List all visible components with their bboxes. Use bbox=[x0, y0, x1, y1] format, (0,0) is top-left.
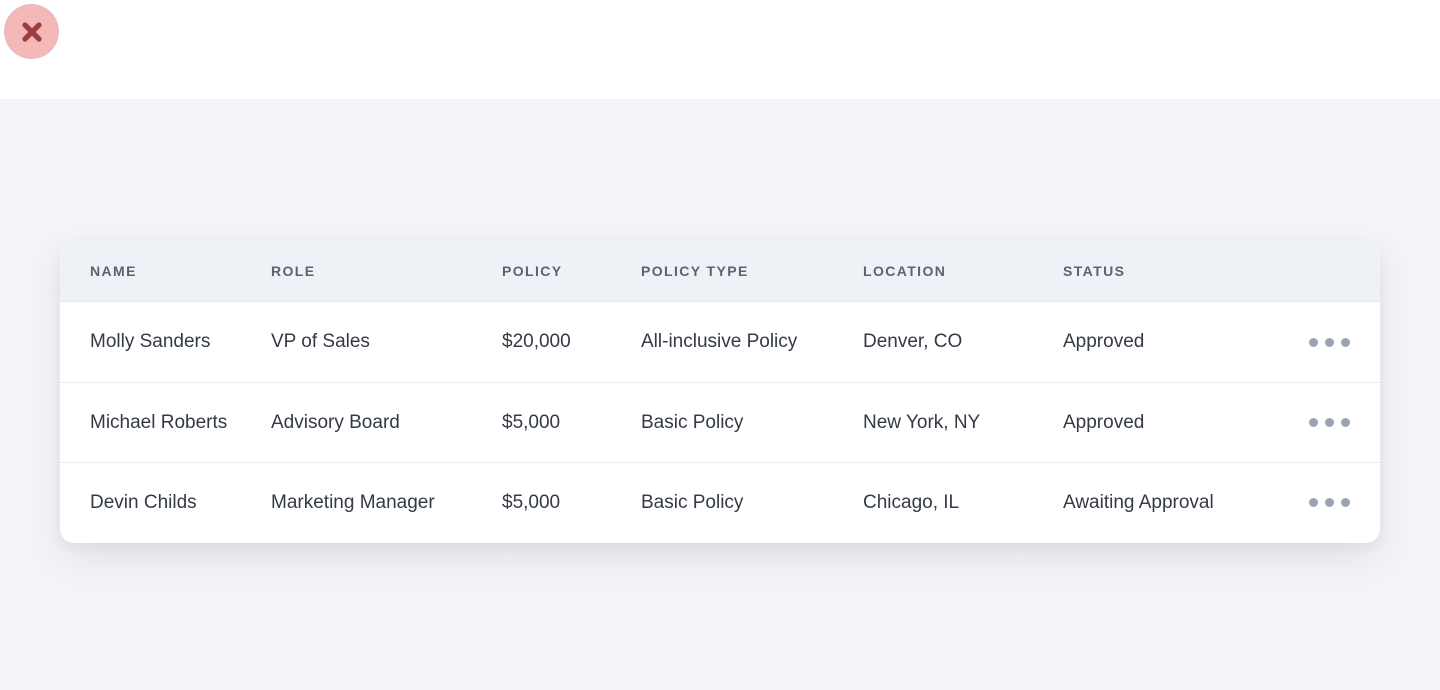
cell-location: Denver, CO bbox=[863, 331, 963, 352]
top-bar bbox=[0, 0, 1440, 99]
column-header-policy-type: POLICY TYPE bbox=[641, 262, 749, 279]
table-row: Molly Sanders VP of Sales $20,000 All-in… bbox=[60, 302, 1380, 382]
ellipsis-icon bbox=[1309, 337, 1318, 347]
cell-role: Advisory Board bbox=[271, 411, 400, 433]
cell-policy-type: All-inclusive Policy bbox=[641, 331, 798, 352]
table-row: Devin Childs Marketing Manager $5,000 Ba… bbox=[60, 462, 1380, 542]
column-header-status: STATUS bbox=[1063, 262, 1126, 279]
cell-location: Chicago, IL bbox=[863, 491, 960, 513]
cell-policy-type: Basic Policy bbox=[641, 491, 744, 513]
ellipsis-icon bbox=[1309, 498, 1318, 507]
column-header-name: NAME bbox=[90, 262, 137, 279]
ellipsis-icon bbox=[1341, 418, 1350, 427]
cell-role: Marketing Manager bbox=[271, 491, 435, 513]
cell-location: New York, NY bbox=[863, 411, 981, 433]
policies-table-card: NAME ROLE POLICY POLICY TYPE LOCATION ST… bbox=[60, 240, 1380, 543]
cell-name: Molly Sanders bbox=[90, 331, 211, 352]
ellipsis-icon bbox=[1341, 337, 1350, 347]
table-row: Michael Roberts Advisory Board $5,000 Ba… bbox=[60, 382, 1380, 462]
ellipsis-icon bbox=[1341, 498, 1350, 507]
table-header-row: NAME ROLE POLICY POLICY TYPE LOCATION ST… bbox=[60, 240, 1380, 302]
column-header-location: LOCATION bbox=[863, 262, 947, 279]
cell-role: VP of Sales bbox=[271, 331, 370, 352]
cell-policy: $5,000 bbox=[502, 491, 561, 513]
cell-policy: $5,000 bbox=[502, 411, 561, 433]
row-actions-menu-button[interactable] bbox=[1309, 412, 1350, 433]
close-button[interactable] bbox=[4, 4, 59, 59]
ellipsis-icon bbox=[1325, 337, 1334, 347]
cell-policy: $20,000 bbox=[502, 331, 571, 352]
cell-status: Awaiting Approval bbox=[1063, 491, 1214, 513]
row-actions-menu-button[interactable] bbox=[1309, 332, 1350, 353]
cell-status: Approved bbox=[1063, 331, 1145, 352]
column-header-policy: POLICY bbox=[502, 262, 563, 279]
ellipsis-icon bbox=[1325, 498, 1334, 507]
cell-status: Approved bbox=[1063, 411, 1145, 433]
ellipsis-icon bbox=[1309, 418, 1318, 427]
cell-name: Devin Childs bbox=[90, 491, 197, 513]
cell-name: Michael Roberts bbox=[90, 411, 228, 433]
table-body: Molly Sanders VP of Sales $20,000 All-in… bbox=[60, 302, 1380, 542]
ellipsis-icon bbox=[1325, 418, 1334, 427]
cell-policy-type: Basic Policy bbox=[641, 411, 744, 433]
column-header-role: ROLE bbox=[271, 262, 316, 279]
close-icon bbox=[20, 20, 44, 44]
row-actions-menu-button[interactable] bbox=[1309, 492, 1350, 513]
